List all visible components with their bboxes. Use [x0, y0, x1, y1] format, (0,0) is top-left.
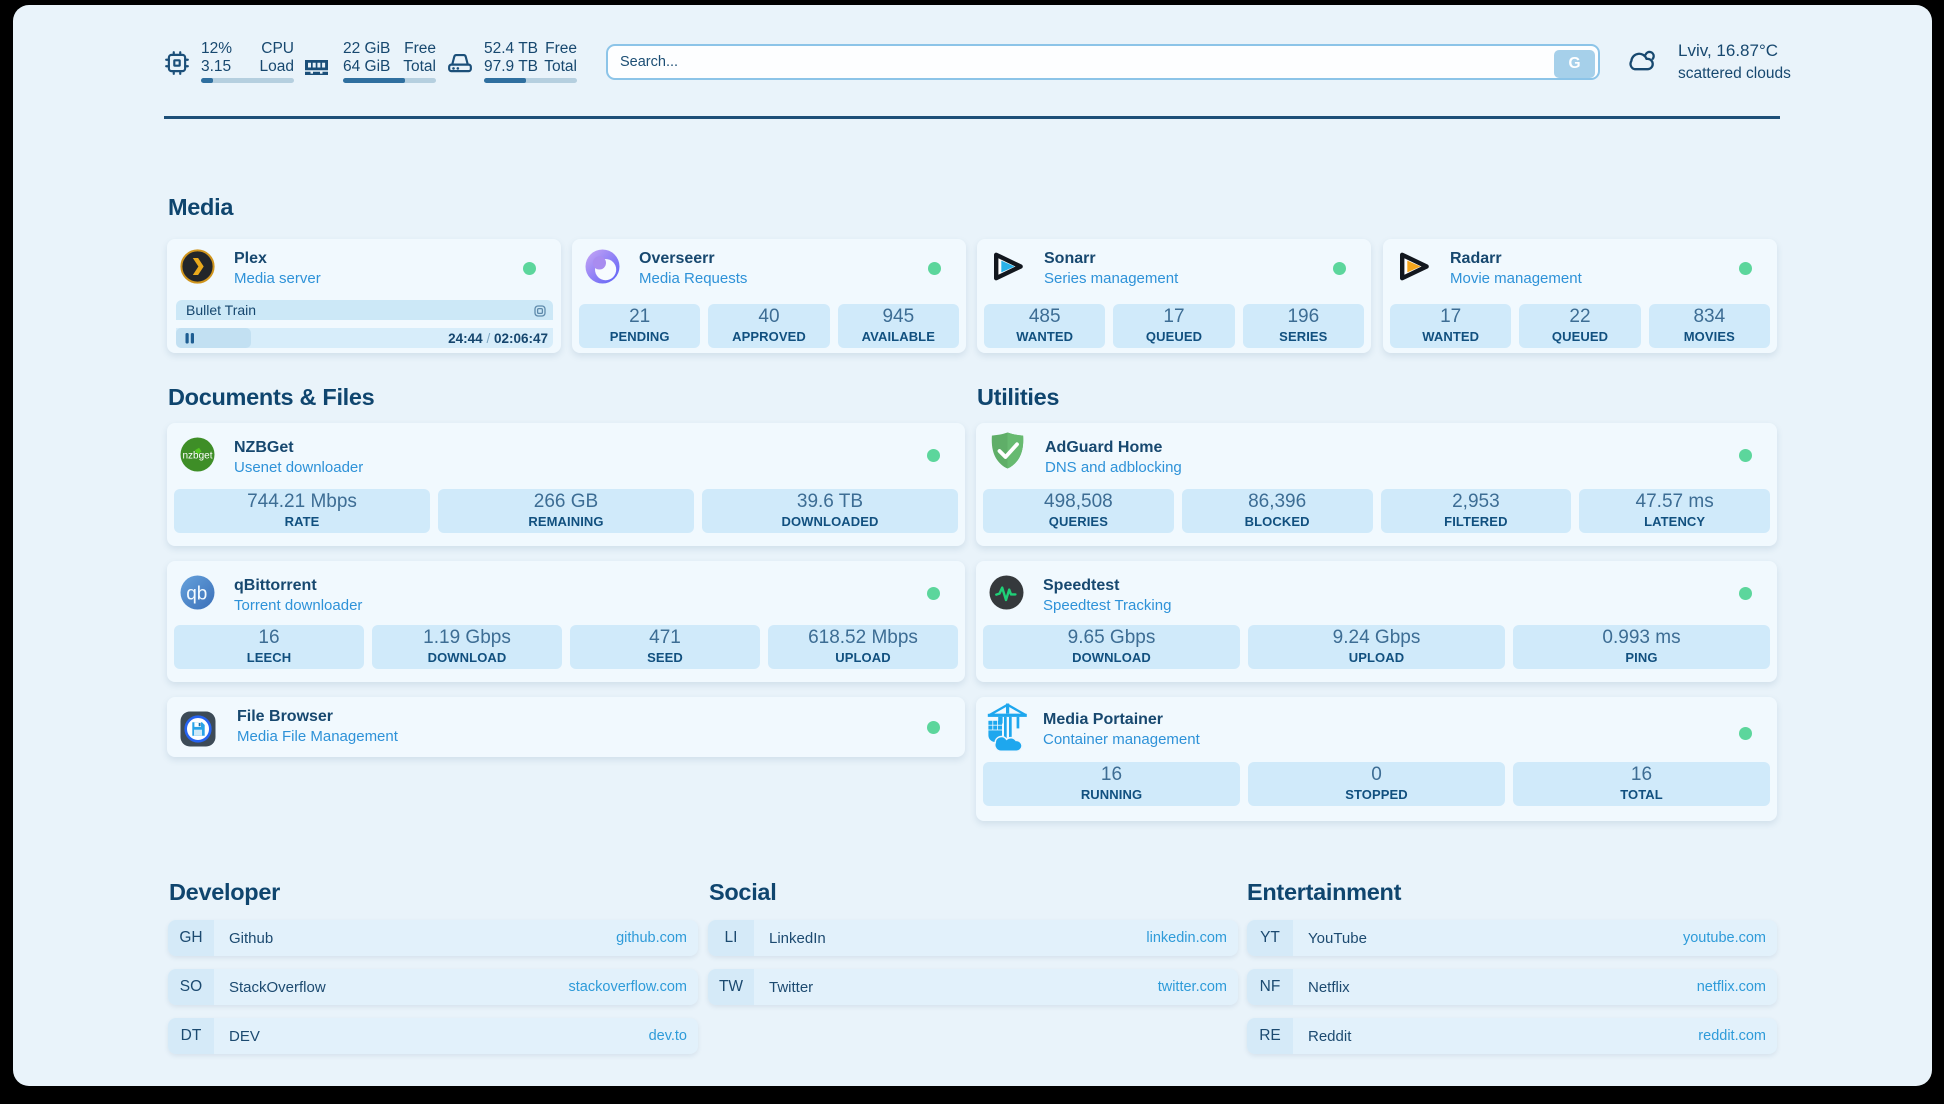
svg-text:qb: qb: [186, 584, 207, 605]
svg-text:nzbget: nzbget: [182, 451, 212, 462]
